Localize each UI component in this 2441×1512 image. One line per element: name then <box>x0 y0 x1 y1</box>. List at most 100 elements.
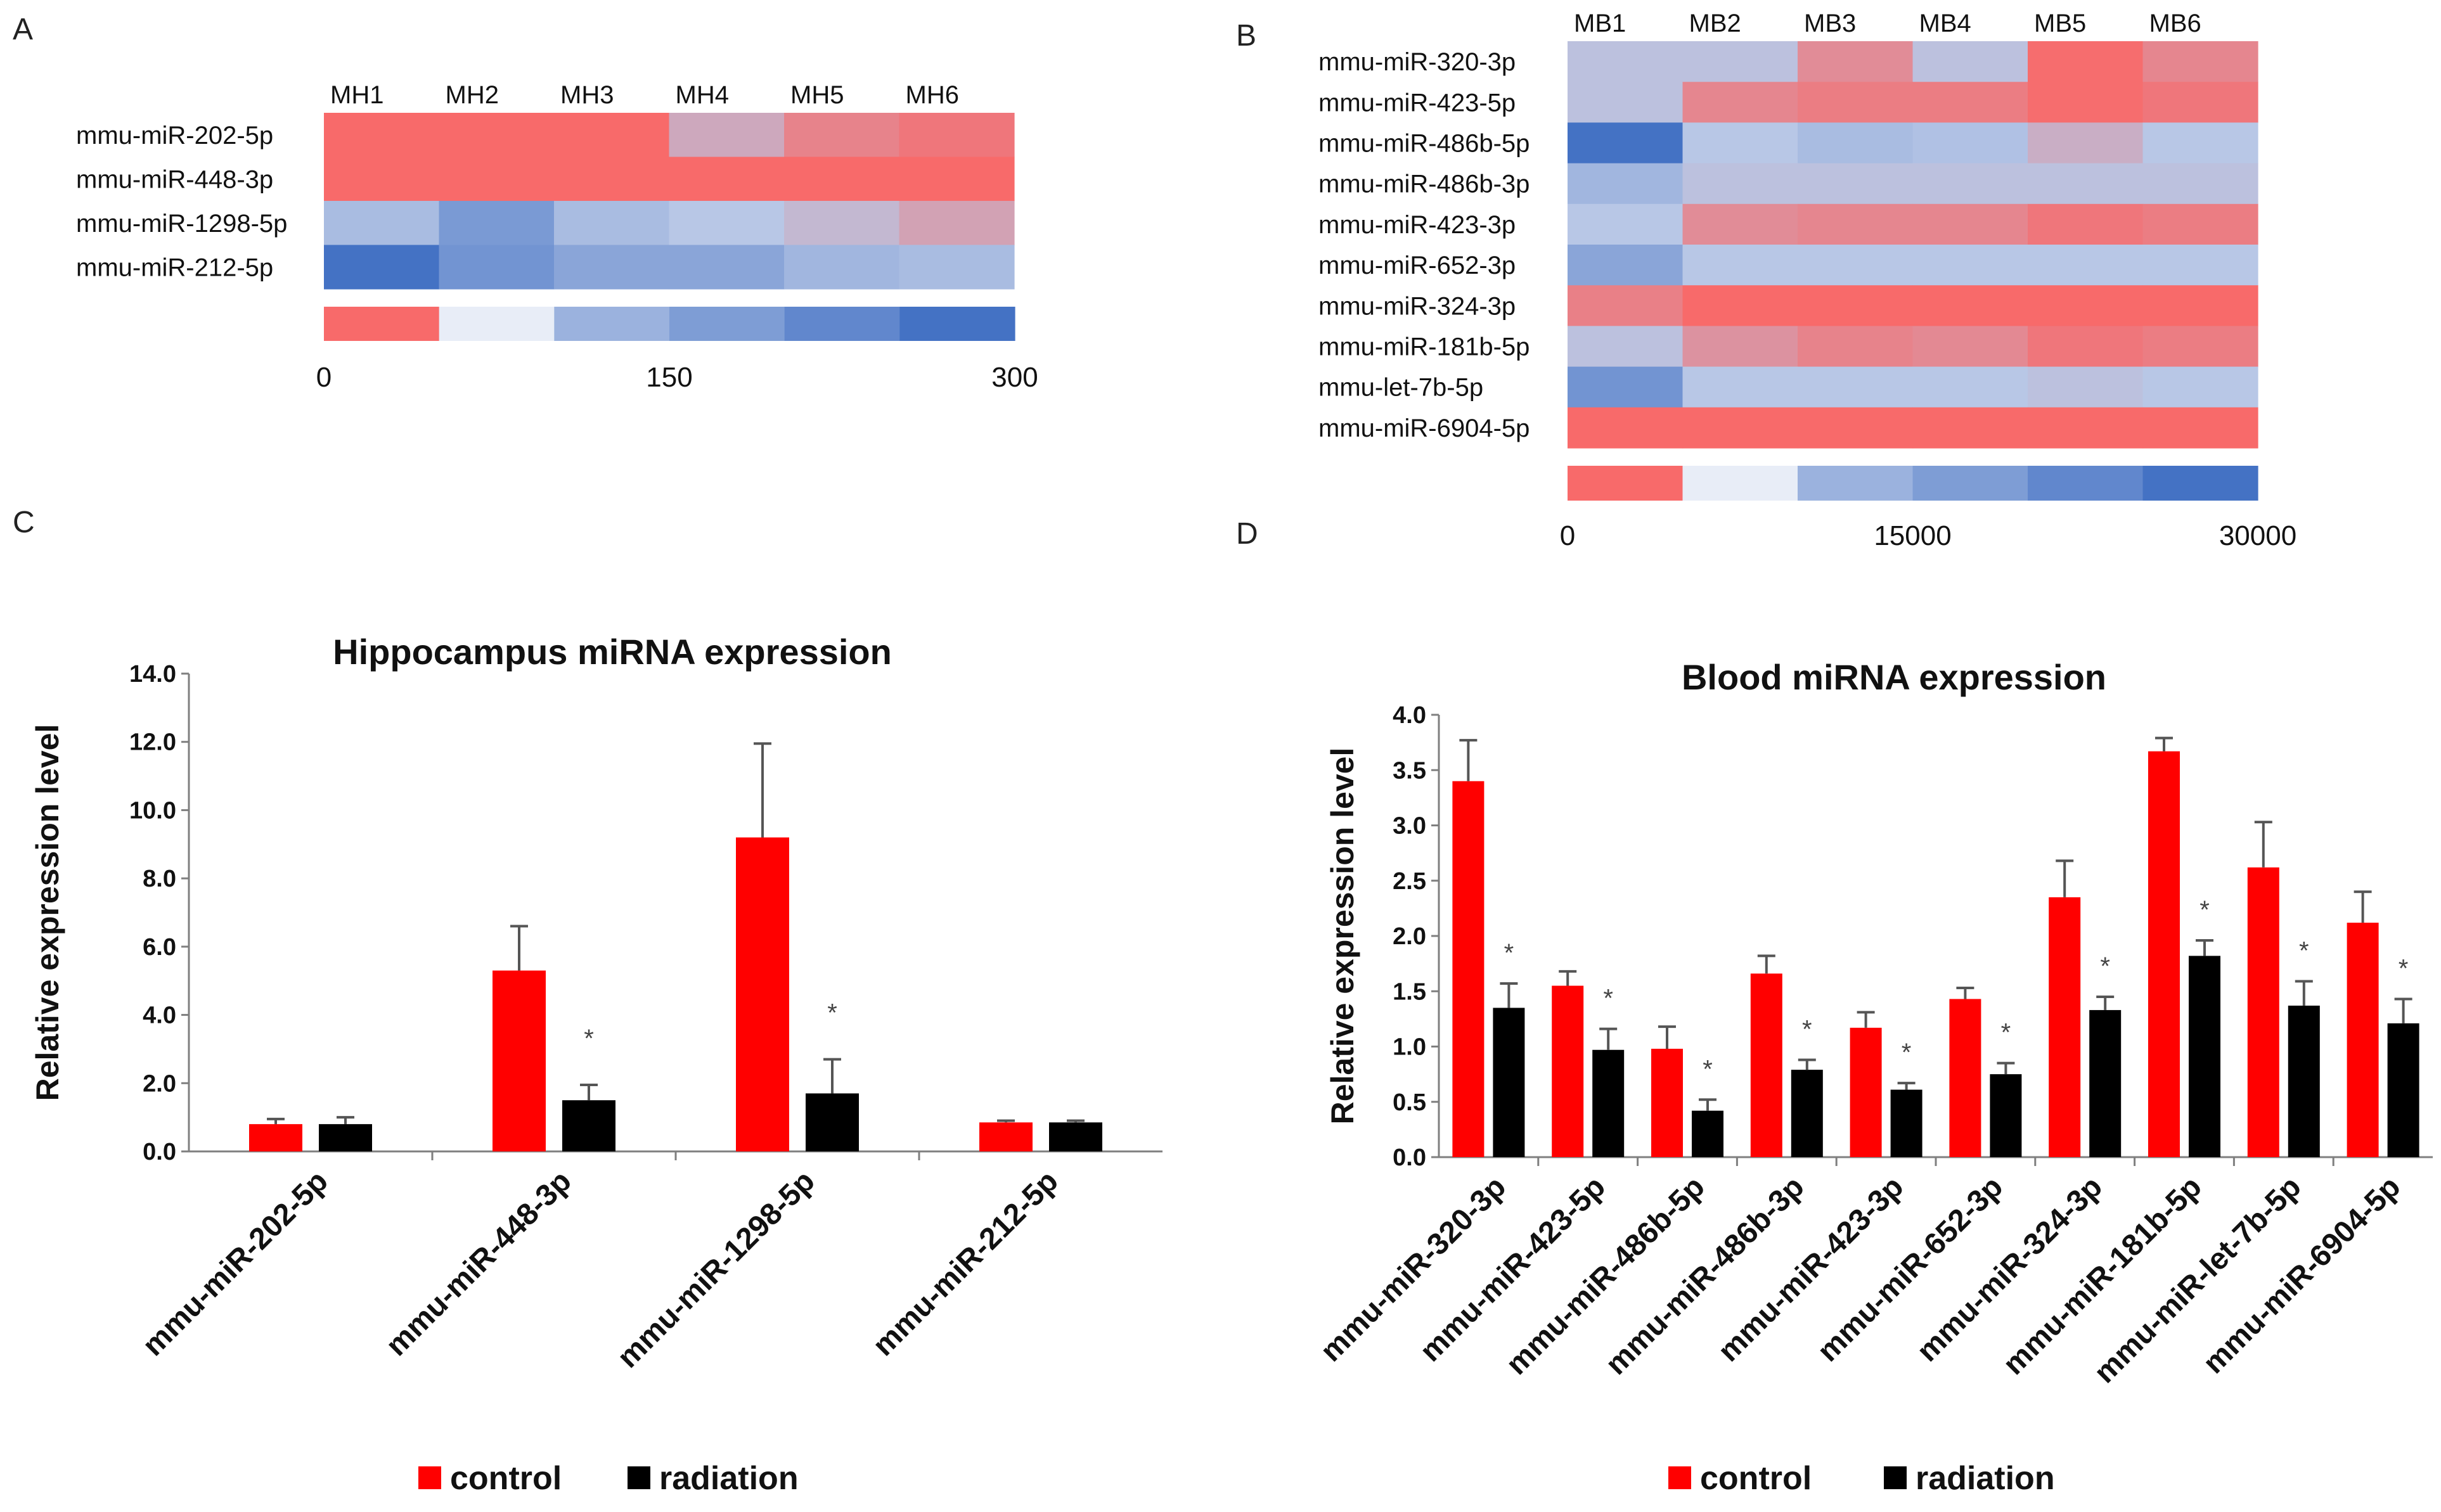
heatmap-b-cell <box>2142 122 2258 164</box>
heatmap-b-cell <box>2142 245 2258 286</box>
heatmap-b-scale-label: 30000 <box>2219 520 2296 551</box>
heatmap-a-cell <box>784 157 900 202</box>
heatmap-b-scale-block <box>2142 466 2258 501</box>
heatmap-b-cell <box>1798 41 1914 82</box>
heatmap-b-scale-block <box>1568 466 1684 501</box>
chart-d-y-tick-label: 3.5 <box>1393 757 1426 784</box>
heatmap-a-cell <box>669 245 785 290</box>
heatmap-b-scale-block <box>1912 466 2028 501</box>
chart-d-bar-control <box>1750 973 1782 1157</box>
heatmap-b-cell <box>1682 203 1798 245</box>
chart-c-legend-label-radiation: radiation <box>659 1460 799 1497</box>
panel-letter-c: C <box>13 506 35 539</box>
heatmap-a-col-label: MH3 <box>560 81 614 109</box>
heatmap-a-cell <box>899 245 1015 290</box>
chart-d-bar-radiation <box>2189 956 2220 1157</box>
heatmap-b-cell <box>2142 407 2258 449</box>
heatmap-b-row-label: mmu-miR-181b-5p <box>1318 333 1530 361</box>
chart-d-y-tick-label: 2.5 <box>1393 868 1426 895</box>
chart-d-significance-star: * <box>1902 1039 1912 1067</box>
chart-d-bar-control <box>2347 923 2379 1157</box>
chart-d-bar-radiation <box>1493 1008 1525 1157</box>
chart-c-bar-radiation <box>319 1124 372 1151</box>
heatmap-b-cell <box>2028 407 2144 449</box>
chart-d-significance-star: * <box>2299 937 2309 965</box>
chart-d-bar-control <box>1552 985 1584 1157</box>
chart-d-category-label: mmu-miR-6904-5p <box>2197 1170 2407 1380</box>
heatmap-a-scale-label: 300 <box>991 362 1038 393</box>
chart-c-category-label: mmu-miR-1298-5p <box>611 1164 821 1374</box>
heatmap-b-cell <box>2142 326 2258 368</box>
chart-d-bar-control <box>2148 751 2180 1157</box>
chart-c-y-axis-title: Relative expression level <box>30 724 65 1101</box>
heatmap-b-cell <box>1912 203 2028 245</box>
chart-c-y-tick-label: 8.0 <box>143 866 176 892</box>
heatmap-b-cell <box>2142 163 2258 205</box>
heatmap-b-cell <box>1568 245 1684 286</box>
chart-c-significance-star: * <box>827 999 837 1027</box>
heatmap-blood: MB1 MB2 MB3 MB4 MB5 MB6 mmu-miR-320-3p mmu-miR-… <box>1318 10 2296 551</box>
panel-letter-d: D <box>1236 517 1258 551</box>
heatmap-b-cell <box>1568 82 1684 123</box>
heatmap-a-col-label: MH6 <box>906 81 959 109</box>
chart-d-significance-star: * <box>1703 1055 1713 1083</box>
chart-d-bar-radiation <box>1791 1070 1823 1157</box>
heatmap-a-cell <box>554 245 670 290</box>
chart-c-y-tick-label: 4.0 <box>143 1003 176 1029</box>
heatmap-b-cell <box>1568 163 1684 205</box>
heatmap-b-cell <box>1682 41 1798 82</box>
heatmap-a-scale-block <box>784 307 900 341</box>
heatmap-b-cell <box>1682 366 1798 408</box>
heatmap-b-row-label: mmu-let-7b-5p <box>1318 374 1483 402</box>
heatmap-a-cell <box>899 157 1015 202</box>
chart-d-category-label: mmu-miR-423-3p <box>1712 1170 1910 1368</box>
chart-d-significance-star: * <box>2399 954 2409 982</box>
chart-d-y-tick-label: 4.0 <box>1393 702 1426 729</box>
heatmap-a-col-label: MH2 <box>446 81 499 109</box>
chart-c-bar-control <box>736 837 789 1151</box>
heatmap-b-cell <box>2142 82 2258 123</box>
heatmap-a-row-label: mmu-miR-1298-5p <box>76 210 287 238</box>
heatmap-b-cell <box>1912 82 2028 123</box>
heatmap-a-scale-label: 0 <box>316 362 332 393</box>
heatmap-b-cell <box>1798 285 1914 326</box>
heatmap-b-cell <box>1912 163 2028 205</box>
heatmap-b-row-label: mmu-miR-423-3p <box>1318 211 1516 239</box>
heatmap-b-cell <box>1682 326 1798 368</box>
heatmap-a-col-label: MH5 <box>790 81 844 109</box>
chart-d-y-tick-label: 2.0 <box>1393 923 1426 950</box>
chart-d-legend-swatch-radiation <box>1884 1466 1907 1489</box>
chart-c-legend-label-control: control <box>450 1460 562 1497</box>
heatmap-a-cell <box>554 113 670 158</box>
chart-d-significance-star: * <box>1802 1015 1812 1043</box>
heatmap-b-row-label: mmu-miR-324-3p <box>1318 292 1516 320</box>
chart-c-category-label: mmu-miR-212-5p <box>866 1164 1065 1362</box>
heatmap-b-cell <box>2028 326 2144 368</box>
heatmap-b-cell <box>1798 326 1914 368</box>
heatmap-a-cell <box>439 113 555 158</box>
heatmap-b-cell <box>1798 122 1914 164</box>
heatmap-b-cell <box>1682 163 1798 205</box>
chart-c-category-label: mmu-miR-202-5p <box>136 1164 335 1362</box>
heatmap-b-cell <box>2028 122 2144 164</box>
heatmap-a-cell <box>669 157 785 202</box>
heatmap-b-cell <box>1912 122 2028 164</box>
heatmap-a-cell <box>669 113 785 158</box>
heatmap-a-cell <box>439 201 555 246</box>
heatmap-a-cell <box>784 113 900 158</box>
chart-c-bar-radiation <box>1049 1122 1102 1151</box>
heatmap-a-cell <box>784 245 900 290</box>
chart-c-category-label: mmu-miR-448-3p <box>380 1164 578 1362</box>
heatmap-a-scale-label: 150 <box>646 362 692 393</box>
heatmap-b-cell <box>1682 285 1798 326</box>
chart-d-significance-star: * <box>2100 952 2110 980</box>
heatmap-a-cell <box>554 157 670 202</box>
heatmap-a-col-label: MH1 <box>330 81 383 109</box>
chart-c-bar-control <box>493 970 546 1151</box>
heatmap-b-cell <box>1912 366 2028 408</box>
heatmap-b-cell <box>1798 407 1914 449</box>
heatmap-b-cell <box>1682 82 1798 123</box>
heatmap-a-cell <box>324 245 440 290</box>
heatmap-b-cell <box>2142 203 2258 245</box>
chart-d-bar-radiation <box>1592 1049 1625 1157</box>
